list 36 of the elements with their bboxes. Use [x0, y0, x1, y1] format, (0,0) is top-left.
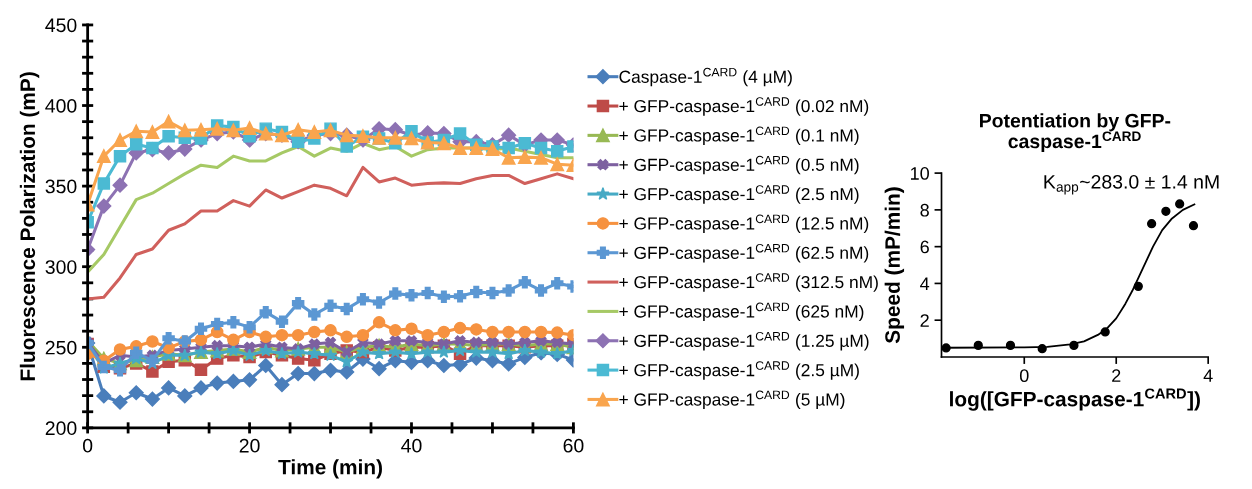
legend-label: + GFP-caspase-1$^{CARD}$ (0.02 nM)	[619, 97, 869, 116]
y-tick-label: 300	[45, 260, 77, 274]
legend-label: + GFP-caspase-1$^{CARD}$ (12.5 nM)	[619, 214, 869, 234]
y-tick-label: 450	[45, 18, 77, 33]
x-axis-title: log([GFP-caspase-1$^{CARD}$])	[950, 388, 1200, 411]
legend-label: + GFP-caspase-1$^{CARD}$ (0.5 nM)	[619, 155, 859, 175]
y-tick-label: 10	[910, 167, 929, 180]
y-tick-label: 2	[920, 314, 929, 327]
legend-label: + GFP-caspase-1$^{CARD}$ (625 nM)	[619, 302, 864, 322]
y-tick-label: 250	[45, 340, 77, 355]
legend-label: + GFP-caspase-1$^{CARD}$ (2.5 nM)	[619, 185, 859, 204]
x-tick-label: 0	[82, 438, 93, 453]
y-tick-label: 6	[920, 240, 929, 254]
legend-label: + GFP-caspase-1$^{CARD}$ (0.1 nM)	[619, 126, 859, 146]
chart-title: Potentiation by GFP- caspase-1$^{CARD}$	[980, 113, 1171, 153]
x-tick-label: 2	[1112, 369, 1121, 382]
x-tick-label: 0	[1019, 369, 1029, 383]
legend-label: Caspase-1$^{CARD}$ (4 µM)	[619, 67, 792, 87]
y-axis-title: Fluorescence Polarization (mP)	[19, 72, 40, 381]
legend-label: + GFP-caspase-1$^{CARD}$ (62.5 nM)	[619, 243, 869, 263]
x-tick-label: 20	[239, 438, 260, 453]
legend-label: + GFP-caspase-1$^{CARD}$ (2.5 µM)	[619, 361, 859, 380]
x-tick-label: 60	[563, 438, 584, 453]
y-tick-label: 400	[45, 98, 77, 113]
y-axis-title: Speed (mP/min)	[884, 187, 905, 344]
annotation: K$_{app}$~283.0 ± 1.4 nM	[1044, 174, 1219, 195]
legend-label: + GFP-caspase-1$^{CARD}$ (312.5 nM)	[619, 273, 878, 292]
x-tick-label: 4	[1203, 369, 1213, 382]
x-tick-label: 40	[401, 438, 422, 453]
y-tick-label: 200	[45, 421, 77, 436]
y-tick-label: 350	[45, 179, 77, 194]
legend-label: + GFP-caspase-1$^{CARD}$ (5 µM)	[619, 390, 845, 410]
x-axis-title: Time (min)	[278, 459, 382, 479]
y-tick-label: 4	[920, 277, 930, 290]
y-tick-label: 8	[920, 203, 929, 217]
legend-label: + GFP-caspase-1$^{CARD}$ (1.25 µM)	[619, 331, 869, 351]
